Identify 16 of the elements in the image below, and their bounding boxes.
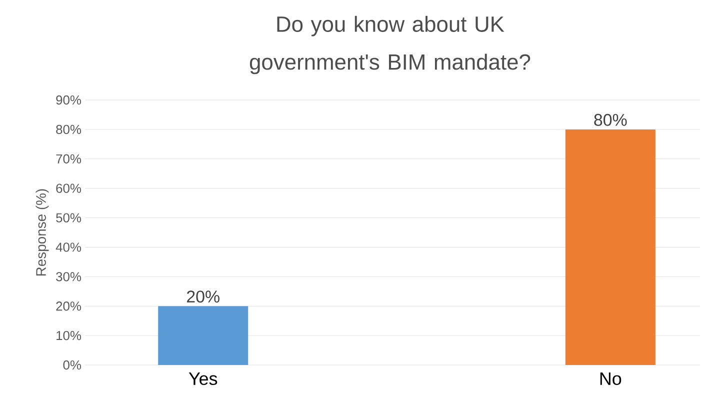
x-tick-label: Yes (188, 372, 218, 386)
y-tick-label: 0% (63, 360, 82, 370)
y-tick-label: 80% (56, 124, 82, 134)
data-label: 20% (187, 290, 220, 303)
data-label: 80% (594, 114, 627, 126)
y-tick-label: 20% (56, 302, 82, 311)
y-tick-label: 50% (56, 213, 82, 222)
y-tick-label: 30% (56, 272, 82, 282)
y-tick-label: 70% (56, 154, 82, 164)
chart-title: Do you know about UK government's BIM mandate? (250, 16, 530, 74)
y-tick-label: 90% (56, 95, 82, 105)
y-tick-label: 40% (56, 242, 82, 252)
y-axis-title: Response (%) (36, 189, 49, 276)
y-tick-label: 10% (56, 330, 82, 340)
x-tick-label: No (600, 372, 622, 386)
y-tick-label: 60% (56, 184, 82, 193)
